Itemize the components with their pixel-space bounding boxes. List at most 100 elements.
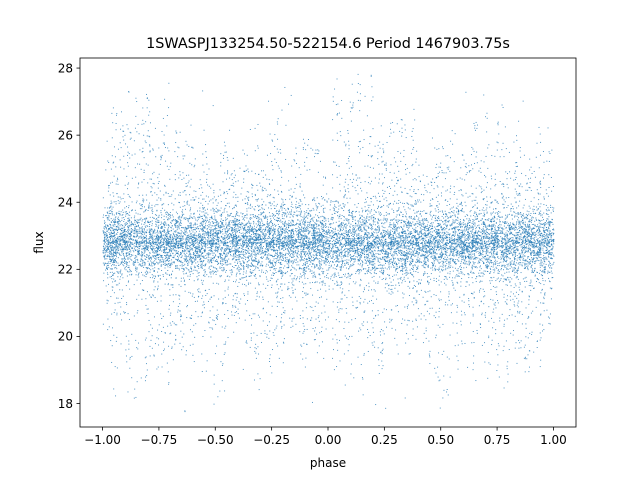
- data-point: [272, 256, 274, 258]
- data-point: [147, 260, 149, 262]
- data-point: [256, 235, 258, 237]
- data-point: [140, 237, 142, 239]
- data-point: [161, 227, 163, 229]
- data-point: [183, 238, 185, 240]
- data-point: [468, 218, 470, 220]
- data-point: [481, 248, 483, 250]
- data-point: [347, 210, 349, 212]
- data-point: [418, 249, 420, 251]
- data-point: [257, 263, 259, 265]
- data-point: [139, 263, 141, 265]
- data-point: [473, 253, 475, 255]
- data-point: [380, 251, 382, 253]
- data-point: [285, 249, 287, 251]
- data-point: [127, 252, 129, 254]
- data-point: [324, 217, 326, 219]
- data-point: [353, 247, 355, 249]
- data-point: [158, 262, 160, 264]
- data-point: [165, 213, 167, 215]
- data-point: [127, 232, 129, 234]
- data-point: [168, 251, 170, 253]
- data-point: [362, 249, 364, 251]
- data-point: [447, 267, 449, 269]
- data-point: [128, 233, 130, 235]
- data-point: [315, 254, 317, 256]
- data-point: [410, 216, 412, 218]
- data-point: [173, 234, 175, 236]
- data-point: [236, 238, 238, 240]
- data-point: [150, 236, 152, 238]
- data-point: [540, 243, 542, 245]
- data-point: [422, 240, 424, 242]
- data-point: [160, 210, 162, 212]
- data-point: [422, 224, 424, 226]
- data-point: [265, 227, 267, 229]
- data-point: [490, 271, 492, 273]
- data-point: [168, 225, 170, 227]
- data-point: [313, 225, 315, 227]
- data-point: [500, 224, 502, 226]
- data-point: [213, 267, 215, 269]
- data-point: [115, 222, 117, 224]
- data-point: [508, 240, 510, 242]
- data-point: [310, 219, 312, 221]
- data-point: [531, 269, 533, 271]
- data-point: [502, 242, 504, 244]
- data-point: [217, 202, 219, 204]
- data-point: [135, 274, 137, 276]
- data-point: [466, 228, 468, 230]
- data-point: [180, 220, 182, 222]
- data-point: [207, 259, 209, 261]
- data-point: [448, 255, 450, 257]
- data-point: [534, 260, 536, 262]
- data-point: [280, 233, 282, 235]
- data-point: [432, 257, 434, 259]
- data-point: [203, 274, 205, 276]
- data-point: [485, 237, 487, 239]
- data-point: [130, 239, 132, 241]
- data-point: [433, 260, 435, 262]
- data-point: [123, 226, 125, 228]
- data-point: [312, 219, 314, 221]
- data-point: [472, 258, 474, 260]
- data-point: [405, 246, 407, 248]
- data-point: [465, 226, 467, 228]
- data-point: [218, 236, 220, 238]
- data-point: [401, 268, 403, 270]
- data-point: [456, 252, 458, 254]
- data-point: [172, 228, 174, 230]
- data-point: [394, 239, 396, 241]
- data-point: [202, 223, 204, 225]
- data-point: [216, 282, 218, 284]
- data-point: [108, 232, 110, 234]
- data-point: [141, 223, 143, 225]
- data-point: [144, 248, 146, 250]
- data-point: [526, 260, 528, 262]
- data-point: [475, 247, 477, 249]
- data-point: [377, 237, 379, 239]
- data-point: [114, 221, 116, 223]
- data-point: [364, 234, 366, 236]
- data-point: [300, 248, 302, 250]
- data-point: [385, 251, 387, 253]
- data-point: [425, 254, 427, 256]
- data-point: [533, 245, 534, 247]
- data-point: [552, 254, 554, 256]
- data-point: [194, 267, 196, 269]
- data-point: [503, 266, 505, 268]
- data-point: [152, 268, 154, 270]
- data-point: [542, 277, 544, 279]
- data-point: [404, 260, 406, 262]
- data-point: [167, 252, 169, 253]
- data-point: [113, 260, 115, 262]
- data-point: [301, 238, 303, 240]
- data-point: [426, 256, 428, 258]
- data-point: [380, 213, 382, 215]
- data-point: [364, 223, 366, 225]
- data-point: [460, 268, 462, 270]
- data-point: [372, 234, 374, 236]
- data-point: [169, 246, 171, 248]
- data-point: [525, 248, 527, 250]
- data-point: [288, 243, 290, 245]
